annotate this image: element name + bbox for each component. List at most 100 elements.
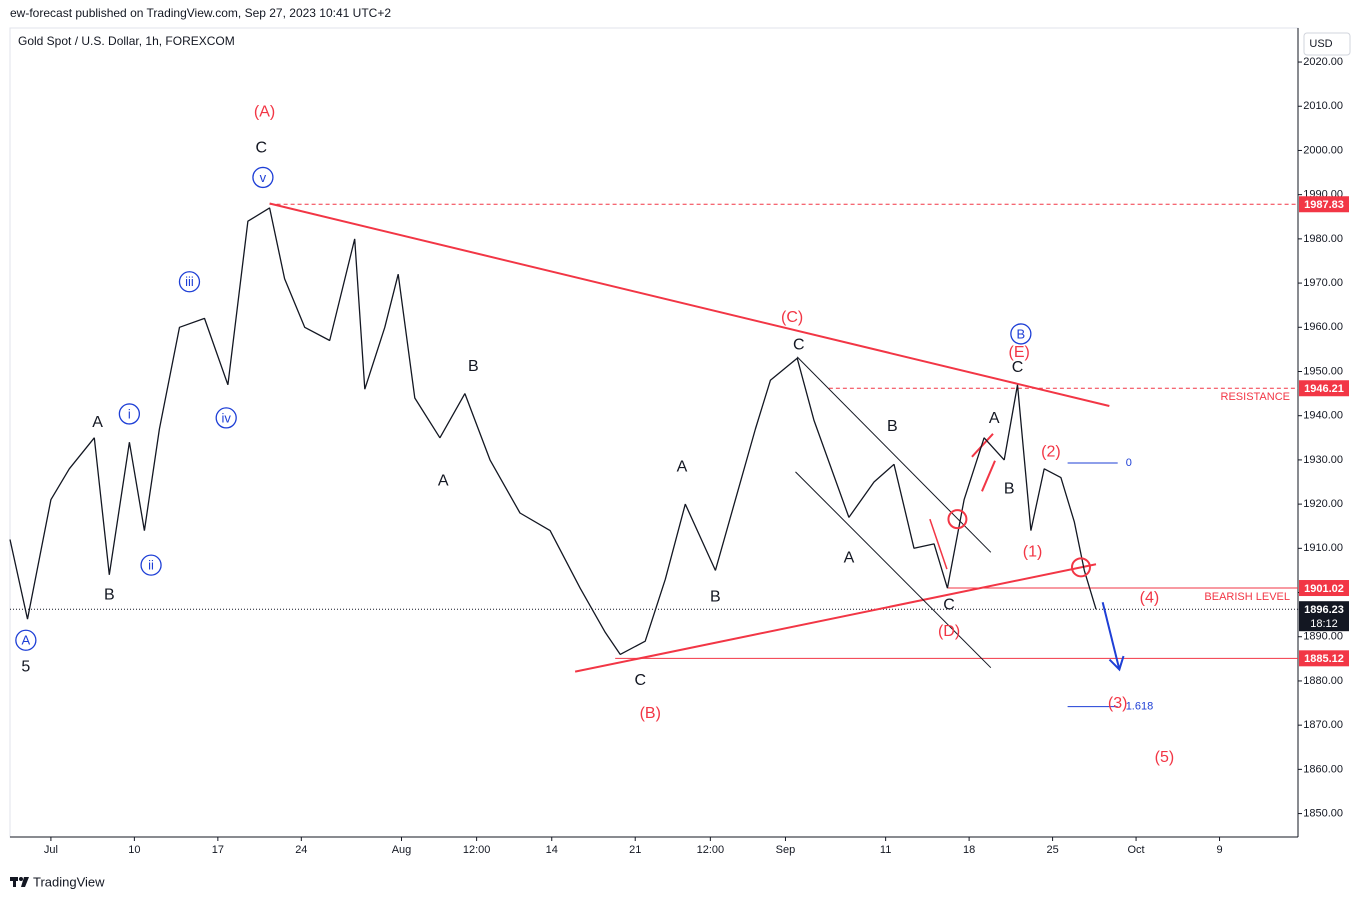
wave-label: C bbox=[793, 337, 805, 354]
wave-label: (C) bbox=[781, 309, 803, 326]
x-tick-label: 11 bbox=[880, 844, 891, 856]
trend-line bbox=[929, 518, 948, 570]
fib-label: 1.618 bbox=[1126, 700, 1154, 712]
wave-label: C bbox=[634, 672, 646, 689]
x-tick-label: 14 bbox=[546, 844, 558, 856]
wave-label: B bbox=[104, 587, 115, 604]
price-line bbox=[9, 207, 1097, 655]
wave-circle bbox=[178, 271, 201, 293]
trend-line bbox=[971, 433, 994, 458]
y-tick-label: 1850.00 bbox=[1303, 807, 1343, 819]
wave-circle bbox=[252, 166, 274, 189]
x-tick-label: 10 bbox=[128, 844, 140, 856]
y-tick-label: 1940.00 bbox=[1303, 410, 1343, 422]
level-price-box bbox=[1299, 650, 1349, 667]
level-price-box bbox=[1299, 196, 1349, 213]
wave-circle bbox=[118, 403, 141, 425]
trend-line bbox=[981, 460, 996, 492]
wave-label: A bbox=[677, 458, 688, 475]
wave-label: A bbox=[989, 410, 1000, 427]
wave-label: A bbox=[438, 472, 449, 489]
wave-label: (3) bbox=[1108, 695, 1128, 712]
wave-label: (5) bbox=[1155, 749, 1175, 766]
trend-line bbox=[574, 563, 1097, 673]
header: ew-forecast published on TradingView.com… bbox=[10, 6, 391, 20]
currency: USD bbox=[1309, 38, 1332, 50]
trend-line bbox=[269, 202, 1110, 407]
wave-label: iv bbox=[222, 410, 232, 425]
x-tick-label: 12:00 bbox=[697, 844, 725, 856]
y-tick-label: 1870.00 bbox=[1303, 719, 1343, 731]
countdown: 18:12 bbox=[1310, 618, 1338, 630]
wave-label: A bbox=[22, 633, 31, 648]
wave-label: B bbox=[1004, 480, 1015, 497]
wave-label: (4) bbox=[1140, 590, 1160, 607]
last-price-label: 1896.23 bbox=[1304, 604, 1344, 616]
x-tick-label: 9 bbox=[1216, 844, 1222, 856]
wave-label: (A) bbox=[254, 103, 275, 120]
wave-label: B bbox=[887, 418, 898, 435]
wave-label: (D) bbox=[938, 623, 960, 640]
wave-label: i bbox=[128, 406, 131, 421]
y-tick-label: 1880.00 bbox=[1303, 675, 1343, 687]
x-tick-label: Sep bbox=[776, 844, 796, 856]
wave-label: B bbox=[468, 358, 479, 375]
fib-label: 0 bbox=[1126, 457, 1132, 469]
wave-label: C bbox=[255, 140, 267, 157]
chart-title: Gold Spot / U.S. Dollar, 1h, FOREXCOM bbox=[18, 34, 235, 48]
x-tick-label: 17 bbox=[212, 844, 224, 856]
wave-label: A bbox=[92, 414, 103, 431]
wave-label: 5 bbox=[21, 659, 30, 676]
y-tick-label: 1910.00 bbox=[1303, 542, 1343, 554]
marker-circle bbox=[947, 509, 968, 530]
wave-label: A bbox=[844, 549, 855, 566]
wave-label: (2) bbox=[1041, 443, 1061, 460]
x-tick-label: 24 bbox=[295, 844, 307, 856]
level-price-label: 1946.21 bbox=[1304, 383, 1344, 395]
level-price-box bbox=[1299, 580, 1349, 597]
arrow-head bbox=[1108, 655, 1125, 672]
y-tick-label: 2010.00 bbox=[1303, 100, 1343, 112]
y-tick-label: 1930.00 bbox=[1303, 454, 1343, 466]
wave-label: v bbox=[260, 170, 267, 185]
wave-label: (E) bbox=[1009, 344, 1030, 361]
trend-line bbox=[796, 356, 992, 553]
x-tick-label: Jul bbox=[44, 844, 58, 856]
y-tick-label: 1950.00 bbox=[1303, 365, 1343, 377]
wave-label: B bbox=[1017, 326, 1026, 341]
y-tick-label: 1960.00 bbox=[1303, 321, 1343, 333]
x-tick-label: 18 bbox=[963, 844, 975, 856]
y-tick-label: 1970.00 bbox=[1303, 277, 1343, 289]
wave-label: C bbox=[1012, 359, 1024, 376]
currency-box[interactable] bbox=[1303, 32, 1351, 56]
trend-line bbox=[795, 471, 992, 669]
x-tick-label: 25 bbox=[1046, 844, 1058, 856]
y-tick-label: 2020.00 bbox=[1303, 56, 1343, 68]
level-note: RESISTANCE bbox=[1221, 391, 1290, 403]
wave-circle bbox=[1010, 323, 1032, 345]
y-tick-label: 1980.00 bbox=[1303, 233, 1343, 245]
x-tick-label: Aug bbox=[392, 844, 412, 856]
arrow bbox=[1101, 602, 1121, 670]
wave-circle bbox=[140, 554, 162, 576]
wave-label: C bbox=[943, 597, 955, 614]
level-price-label: 1987.83 bbox=[1304, 199, 1344, 211]
brand-logo bbox=[10, 877, 29, 887]
wave-label: B bbox=[710, 589, 721, 606]
y-tick-label: 1920.00 bbox=[1303, 498, 1343, 510]
x-tick-label: 21 bbox=[629, 844, 641, 856]
wave-label: iii bbox=[185, 274, 194, 289]
x-tick-label: Oct bbox=[1127, 844, 1144, 856]
level-note: BEARISH LEVEL bbox=[1204, 591, 1290, 603]
level-price-label: 1885.12 bbox=[1304, 653, 1344, 665]
y-tick-label: 1890.00 bbox=[1303, 631, 1343, 643]
wave-label: ii bbox=[148, 558, 154, 573]
brand: TradingView bbox=[33, 874, 105, 889]
y-tick-label: 2000.00 bbox=[1303, 144, 1343, 156]
last-price-box bbox=[1299, 601, 1349, 632]
marker-circle bbox=[1070, 557, 1091, 578]
level-price-box bbox=[1299, 380, 1349, 397]
y-tick-label: 1860.00 bbox=[1303, 763, 1343, 775]
x-tick-label: 12:00 bbox=[463, 844, 491, 856]
